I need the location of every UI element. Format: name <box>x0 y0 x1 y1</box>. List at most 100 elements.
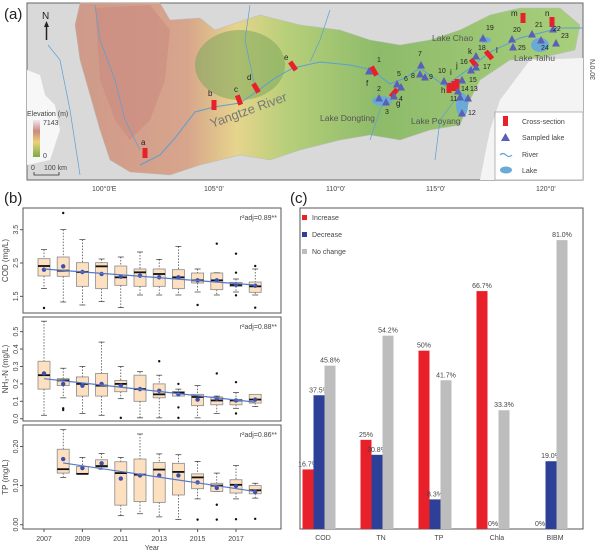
box <box>114 461 128 506</box>
sampled-lake-marker <box>552 39 560 47</box>
cross-section-marker <box>211 100 217 110</box>
lake-legend-icon <box>500 166 512 174</box>
cross-section-label: k <box>468 47 473 56</box>
outlier-point <box>234 412 238 415</box>
trend-line <box>43 268 256 286</box>
lake-name: Lake Taihu <box>514 53 555 63</box>
category-label: COD <box>315 535 331 542</box>
panel-label-b: (b) <box>4 190 22 207</box>
outlier-point <box>62 407 65 410</box>
legend-sampled-lake: Sampled lake <box>522 135 565 142</box>
mean-point <box>118 476 124 481</box>
sampled-lake-label: 14 <box>461 86 469 93</box>
lon-tick: 110°0' <box>326 185 345 193</box>
cross-section-label: n <box>545 9 549 18</box>
legend-label: Decrease <box>312 232 342 239</box>
triangle-legend-icon <box>501 133 510 141</box>
sampled-lake-label: 19 <box>486 25 494 32</box>
north-arrow-icon <box>44 21 49 40</box>
sampled-lake-marker <box>440 77 448 85</box>
elevation-max: 7143 <box>43 120 59 127</box>
outlier-point <box>254 306 257 309</box>
category-label: TN <box>376 535 385 542</box>
river <box>434 99 456 161</box>
river <box>94 4 141 151</box>
sampled-lake-label: 23 <box>561 33 569 40</box>
scale-zero: 0 <box>31 165 35 172</box>
sampled-lake-label: 7 <box>418 51 422 58</box>
r2-annotation: r²adj=0.88** <box>240 324 277 331</box>
cross-section-marker <box>234 94 244 106</box>
outlier-point <box>215 242 218 245</box>
bar-increase <box>476 291 488 529</box>
lake-name: Lake Poyang <box>411 116 461 126</box>
bar-value-label: 16.7% <box>298 461 318 468</box>
trend-line <box>43 378 256 403</box>
legend-lake: Lake <box>522 168 537 175</box>
sampled-lake-marker <box>464 94 472 102</box>
highlands <box>95 5 170 140</box>
bar-value-label: 81.0% <box>552 232 572 239</box>
scale-label: 100 km <box>44 165 67 172</box>
bar-value-label: 54.2% <box>378 328 398 335</box>
box <box>76 262 89 287</box>
mean-point <box>195 397 200 402</box>
y-tick-label: 0.1 <box>13 396 20 406</box>
outlier-point <box>196 518 199 521</box>
cross-section-label: d <box>247 73 251 82</box>
x-tick-label: 2013 <box>151 536 167 543</box>
sampled-lake-label: 6 <box>404 76 408 83</box>
box <box>133 458 147 503</box>
y-axis-label: NH₃-N (mg/L) <box>1 344 10 393</box>
bar-increase <box>360 439 372 529</box>
sampled-lake-label: 25 <box>518 45 526 52</box>
bar-increase <box>302 469 314 529</box>
sampled-lake-label: 8 <box>411 73 415 80</box>
bar-value-label: 50% <box>417 343 431 350</box>
x-tick-label: 2009 <box>75 536 91 543</box>
legend-cross-section: Cross-section <box>522 119 565 126</box>
mean-point <box>99 461 104 466</box>
panel-label-a: (a) <box>4 6 22 23</box>
lon-tick: 115°0' <box>426 185 445 193</box>
outlier-point <box>254 264 257 268</box>
river-yangtze <box>139 27 583 166</box>
sampled-lake-label: 2 <box>377 86 381 93</box>
cross-section-label: a <box>141 138 146 147</box>
mean-point <box>118 274 124 279</box>
sampled-lake-label: 10 <box>438 68 446 75</box>
bar-decrease <box>429 499 441 529</box>
mean-point <box>253 397 258 402</box>
sampled-lake-marker <box>454 87 462 95</box>
mean-point <box>80 465 85 471</box>
cross-section-label: b <box>208 89 213 98</box>
legend-river: River <box>522 152 539 159</box>
legend-swatch <box>302 249 307 254</box>
sampled-lake-marker <box>397 83 405 91</box>
elevation-min: 0 <box>43 153 47 160</box>
legend-swatch <box>302 232 307 237</box>
outlier-point <box>234 380 238 384</box>
sampled-lake-label: 20 <box>513 27 521 34</box>
cross-section-marker <box>288 60 298 72</box>
x-tick-label: 2007 <box>36 536 52 543</box>
sampled-lake-marker <box>508 35 516 43</box>
cross-section-marker <box>446 83 452 93</box>
bar-decrease <box>545 461 557 529</box>
x-tick-label: 2017 <box>228 536 244 543</box>
legend-swatch <box>302 215 307 220</box>
sampled-lake-marker <box>417 61 425 69</box>
sampled-lake-marker <box>421 73 429 81</box>
y-tick-label: 0.00 <box>13 518 20 532</box>
sampled-lake-marker <box>549 25 557 33</box>
plot-frame <box>22 424 282 530</box>
sampled-lake-marker <box>382 98 390 106</box>
sampled-lake-marker <box>393 80 401 88</box>
cross-section-label: g <box>396 99 400 108</box>
outlier-point <box>234 294 238 297</box>
mean-point <box>233 483 239 489</box>
legend-label: No change <box>312 249 346 256</box>
mean-point <box>61 381 66 387</box>
mean-point <box>176 473 181 478</box>
